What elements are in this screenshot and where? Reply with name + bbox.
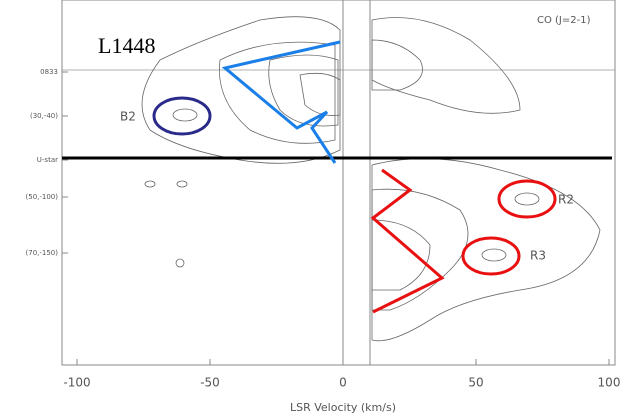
x-tick-label: -100 <box>63 376 90 390</box>
x-tick-label: 0 <box>339 376 347 390</box>
contours <box>141 16 601 342</box>
y-label: (50,-100) <box>26 193 59 201</box>
plot-frame <box>61 0 616 366</box>
annotation: R2 <box>558 193 574 207</box>
y-label: (70,-150) <box>26 249 59 257</box>
annotation: R3 <box>530 249 546 263</box>
y-label: 0833 <box>40 68 58 76</box>
annotation: B2 <box>120 110 136 124</box>
y-label: U-star <box>37 156 58 164</box>
knot-highlight <box>152 96 212 136</box>
knot-highlight <box>497 179 557 219</box>
annotation: CO (J=2-1) <box>537 15 591 26</box>
x-tick-label: -50 <box>200 376 220 390</box>
y-label: (30,-40) <box>30 112 58 120</box>
blue-outflow-marker <box>221 40 341 164</box>
x-tick-label: 50 <box>468 376 483 390</box>
chart-title: L1448 <box>98 33 155 58</box>
red-outflow-marker <box>370 168 445 314</box>
knot-highlight <box>461 236 521 276</box>
x-axis-label: LSR Velocity (km/s) <box>290 401 396 414</box>
x-tick-label: 100 <box>598 376 621 390</box>
